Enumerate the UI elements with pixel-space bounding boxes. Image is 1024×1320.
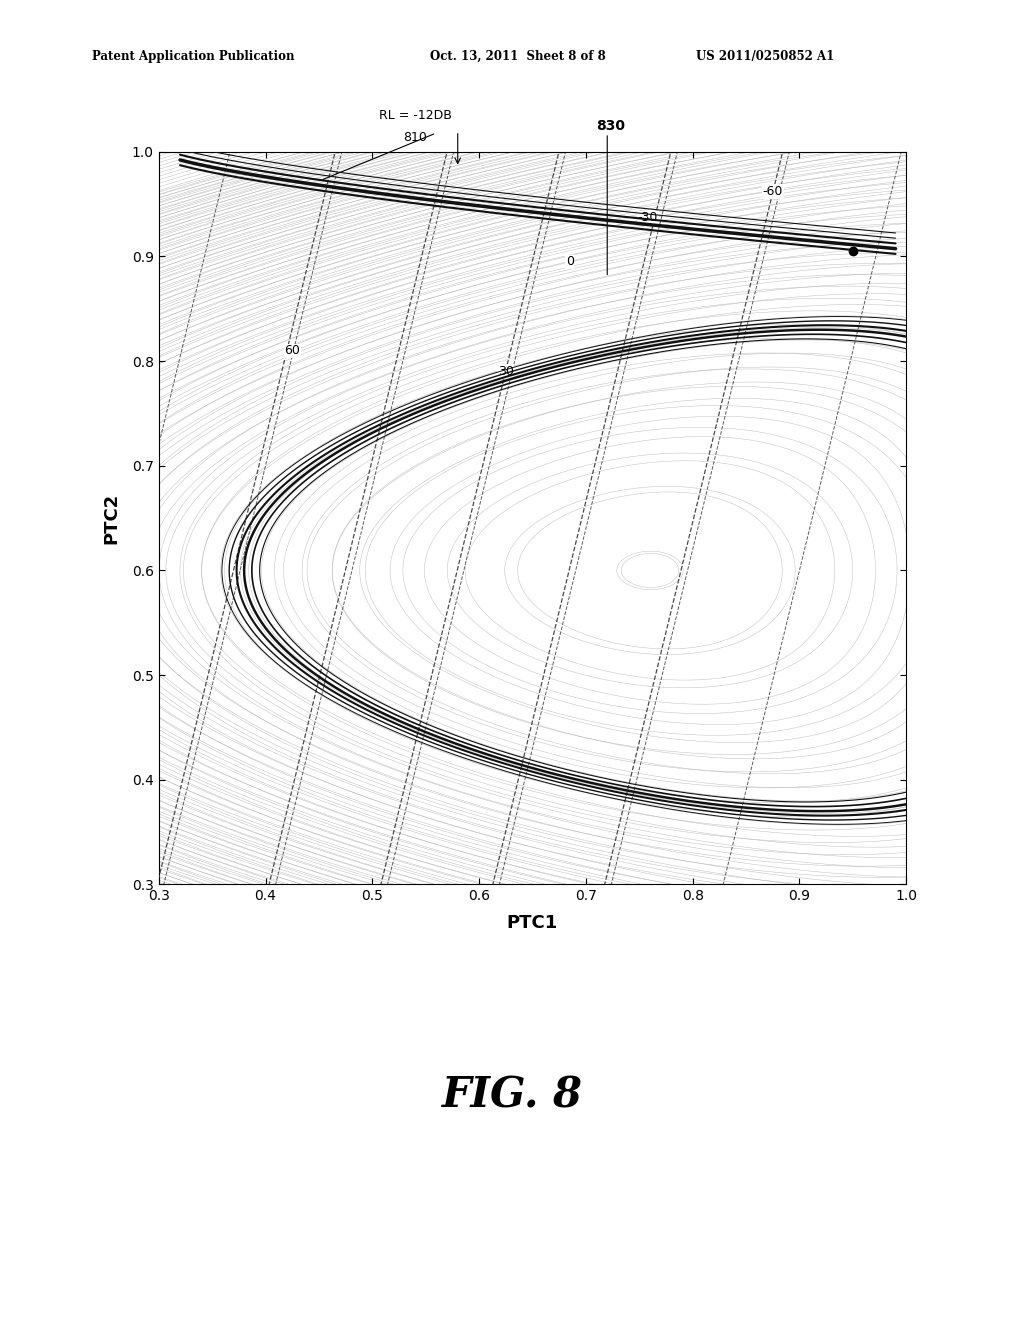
Y-axis label: PTC2: PTC2 <box>102 492 121 544</box>
Text: -60: -60 <box>763 185 783 198</box>
Text: FIG. 8: FIG. 8 <box>441 1074 583 1117</box>
Text: Oct. 13, 2011  Sheet 8 of 8: Oct. 13, 2011 Sheet 8 of 8 <box>430 50 606 63</box>
Text: 60: 60 <box>285 345 300 358</box>
Text: RL = -12DB: RL = -12DB <box>379 110 452 123</box>
Text: -30: -30 <box>638 211 658 224</box>
Text: 0: 0 <box>566 255 573 268</box>
Text: 830: 830 <box>597 119 626 132</box>
Text: 30: 30 <box>498 366 514 378</box>
Text: 810: 810 <box>403 131 427 144</box>
Text: Patent Application Publication: Patent Application Publication <box>92 50 295 63</box>
X-axis label: PTC1: PTC1 <box>507 915 558 932</box>
Text: US 2011/0250852 A1: US 2011/0250852 A1 <box>696 50 835 63</box>
